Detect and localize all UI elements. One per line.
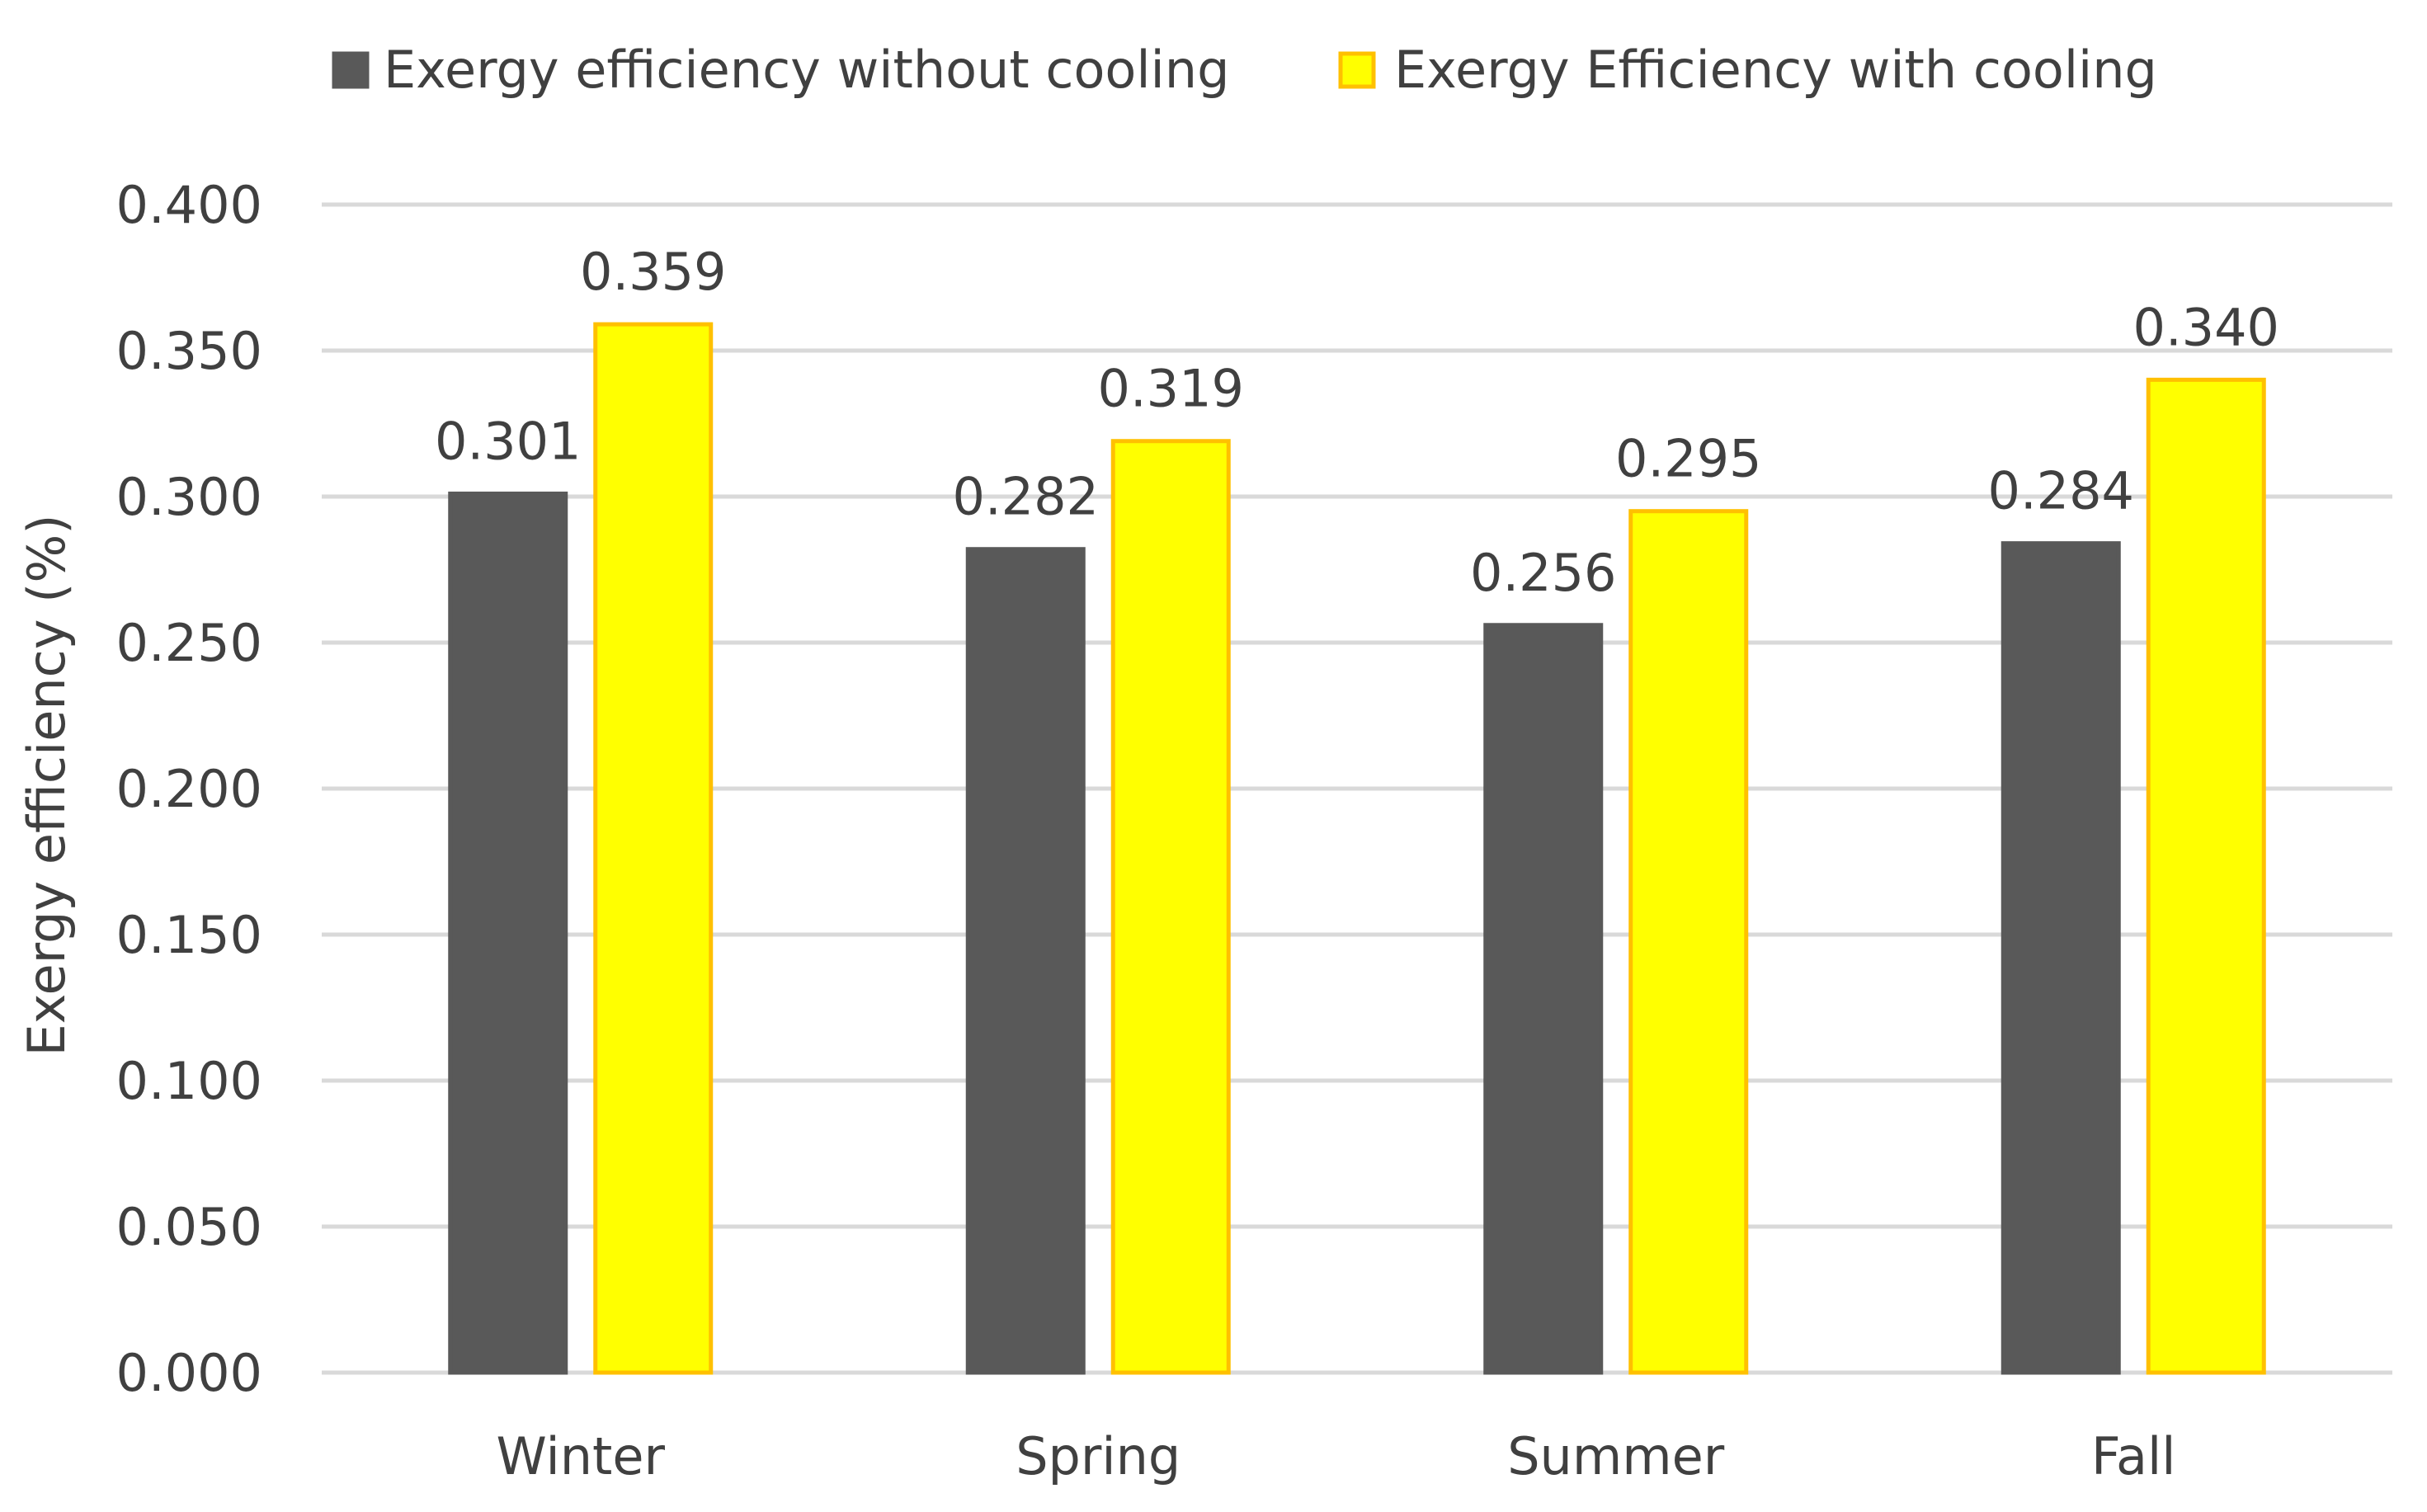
y-tick-label: 0.350: [116, 321, 263, 381]
y-tick-label: 0.300: [116, 467, 263, 527]
data-label: 0.295: [1615, 429, 1762, 489]
data-label: 0.301: [435, 411, 582, 471]
bars: [448, 322, 2266, 1375]
legend-swatch: [332, 51, 370, 89]
legend-label: Exergy Efficiency with cooling: [1394, 40, 2157, 100]
y-tick-label: 0.400: [116, 175, 263, 235]
x-axis-ticks: Winter Spring Summer Fall: [497, 1426, 2176, 1486]
data-label: 0.319: [1098, 359, 1245, 419]
y-tick-label: 0.000: [116, 1343, 263, 1403]
y-tick-label: 0.200: [116, 759, 263, 819]
bar-with-cooling-fall: [2146, 377, 2266, 1375]
y-axis-ticks: 0.000 0.050 0.100 0.150 0.200 0.250 0.300 0.350…: [116, 175, 263, 1403]
data-labels: 0.301 0.359 0.282 0.319 0.256 0.295 0.284 0.340: [435, 242, 2279, 603]
y-tick-label: 0.100: [116, 1051, 263, 1111]
bar-without-cooling-fall: [2001, 541, 2121, 1375]
data-label: 0.256: [1470, 543, 1617, 603]
x-tick-label: Winter: [497, 1426, 666, 1486]
data-label: 0.340: [2133, 297, 2280, 357]
data-label: 0.284: [1988, 461, 2135, 521]
bar-without-cooling-spring: [965, 547, 1086, 1375]
x-tick-label: Fall: [2091, 1426, 2175, 1486]
bar-with-cooling-spring: [1110, 439, 1231, 1375]
data-label: 0.359: [580, 242, 727, 302]
legend-swatch: [1338, 51, 1376, 89]
data-label: 0.282: [953, 467, 1100, 527]
x-tick-label: Spring: [1016, 1426, 1181, 1486]
y-tick-label: 0.250: [116, 613, 263, 673]
y-tick-label: 0.050: [116, 1197, 263, 1257]
legend: Exergy efficiency without cooling Exergy …: [332, 40, 2157, 100]
y-axis-label: Exergy efficiency (%): [16, 515, 77, 1057]
bar-without-cooling-summer: [1483, 623, 1604, 1375]
bar-with-cooling-winter: [593, 322, 714, 1375]
x-tick-label: Summer: [1507, 1426, 1725, 1486]
bar-without-cooling-winter: [448, 491, 568, 1375]
y-tick-label: 0.150: [116, 905, 263, 965]
legend-label: Exergy efficiency without cooling: [384, 40, 1229, 100]
bar-with-cooling-summer: [1628, 509, 1749, 1375]
